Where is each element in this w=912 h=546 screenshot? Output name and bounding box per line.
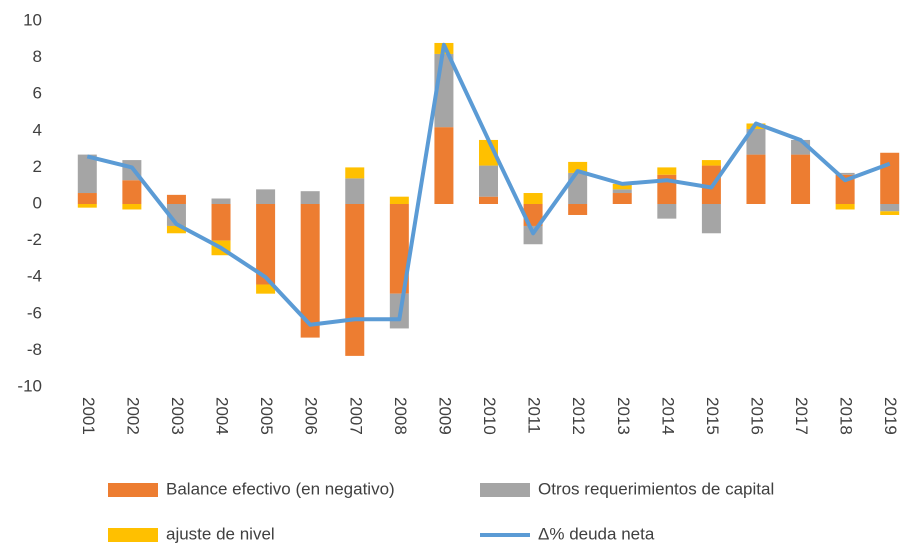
x-tick-label: 2016 bbox=[747, 397, 766, 435]
bar bbox=[300, 204, 320, 338]
bar bbox=[835, 204, 855, 210]
x-tick-label: 2004 bbox=[213, 397, 232, 435]
y-tick-label: -4 bbox=[27, 267, 42, 286]
y-tick-label: 0 bbox=[33, 193, 42, 212]
bar bbox=[523, 193, 543, 204]
x-tick-label: 2011 bbox=[525, 397, 544, 434]
bar bbox=[77, 193, 97, 204]
bar bbox=[657, 167, 677, 175]
y-tick-label: -6 bbox=[27, 303, 42, 322]
x-tick-label: 2001 bbox=[79, 397, 98, 435]
bar bbox=[835, 174, 855, 204]
bar bbox=[791, 154, 811, 204]
legend-swatch bbox=[108, 483, 158, 497]
legend-label: Otros requerimientos de capital bbox=[538, 479, 774, 498]
x-tick-label: 2006 bbox=[302, 397, 321, 435]
bar bbox=[256, 204, 276, 285]
y-tick-label: 2 bbox=[33, 157, 42, 176]
bar bbox=[345, 204, 365, 356]
x-tick-label: 2013 bbox=[614, 397, 633, 435]
bar bbox=[612, 183, 632, 190]
bar bbox=[568, 161, 588, 173]
bar bbox=[122, 180, 142, 204]
bar bbox=[300, 191, 320, 204]
x-tick-label: 2018 bbox=[837, 397, 856, 435]
bar bbox=[612, 193, 632, 204]
bar bbox=[389, 204, 409, 294]
bar bbox=[746, 128, 766, 155]
x-tick-label: 2005 bbox=[257, 397, 276, 435]
y-tick-label: 4 bbox=[33, 120, 42, 139]
legend-swatch bbox=[108, 528, 158, 542]
x-tick-label: 2017 bbox=[792, 397, 811, 435]
bar bbox=[880, 211, 900, 215]
y-tick-label: 10 bbox=[23, 10, 42, 29]
bar bbox=[256, 284, 276, 294]
bar bbox=[345, 167, 365, 179]
legend-swatch bbox=[480, 483, 530, 497]
bar bbox=[568, 204, 588, 215]
legend-label: ajuste de nivel bbox=[166, 524, 275, 543]
bar bbox=[701, 160, 721, 166]
bar bbox=[479, 196, 498, 204]
x-tick-label: 2002 bbox=[123, 397, 142, 435]
bar bbox=[612, 189, 632, 194]
bar bbox=[211, 198, 231, 204]
bar bbox=[880, 152, 900, 204]
bar bbox=[479, 165, 498, 197]
x-tick-label: 2012 bbox=[569, 397, 588, 435]
bar bbox=[122, 204, 142, 210]
bar bbox=[256, 189, 276, 204]
y-tick-label: -10 bbox=[17, 376, 42, 395]
bar bbox=[345, 178, 365, 204]
bar bbox=[211, 204, 231, 241]
x-tick-label: 2003 bbox=[168, 397, 187, 435]
y-tick-label: 6 bbox=[33, 84, 42, 103]
bar bbox=[166, 194, 186, 204]
y-tick-label: 8 bbox=[33, 47, 42, 66]
x-tick-label: 2015 bbox=[703, 397, 722, 435]
legend-label: Δ% deuda neta bbox=[538, 524, 655, 543]
bar bbox=[880, 204, 900, 212]
x-tick-label: 2009 bbox=[435, 397, 454, 435]
x-tick-label: 2007 bbox=[346, 397, 365, 435]
bar bbox=[835, 172, 855, 175]
x-tick-label: 2019 bbox=[881, 397, 900, 435]
bar bbox=[657, 204, 677, 219]
bar bbox=[389, 196, 409, 204]
line bbox=[86, 42, 891, 327]
y-tick-label: -8 bbox=[27, 340, 42, 359]
legend-label: Balance efectivo (en negativo) bbox=[166, 479, 395, 498]
x-tick-label: 2008 bbox=[391, 397, 410, 435]
bar bbox=[166, 225, 186, 234]
bar bbox=[434, 127, 454, 204]
x-tick-label: 2014 bbox=[658, 397, 677, 435]
y-tick-label: -2 bbox=[27, 230, 42, 249]
bar bbox=[77, 204, 97, 208]
bar bbox=[77, 154, 97, 194]
x-tick-label: 2010 bbox=[480, 397, 499, 435]
bar bbox=[746, 154, 766, 204]
bar bbox=[701, 204, 721, 234]
